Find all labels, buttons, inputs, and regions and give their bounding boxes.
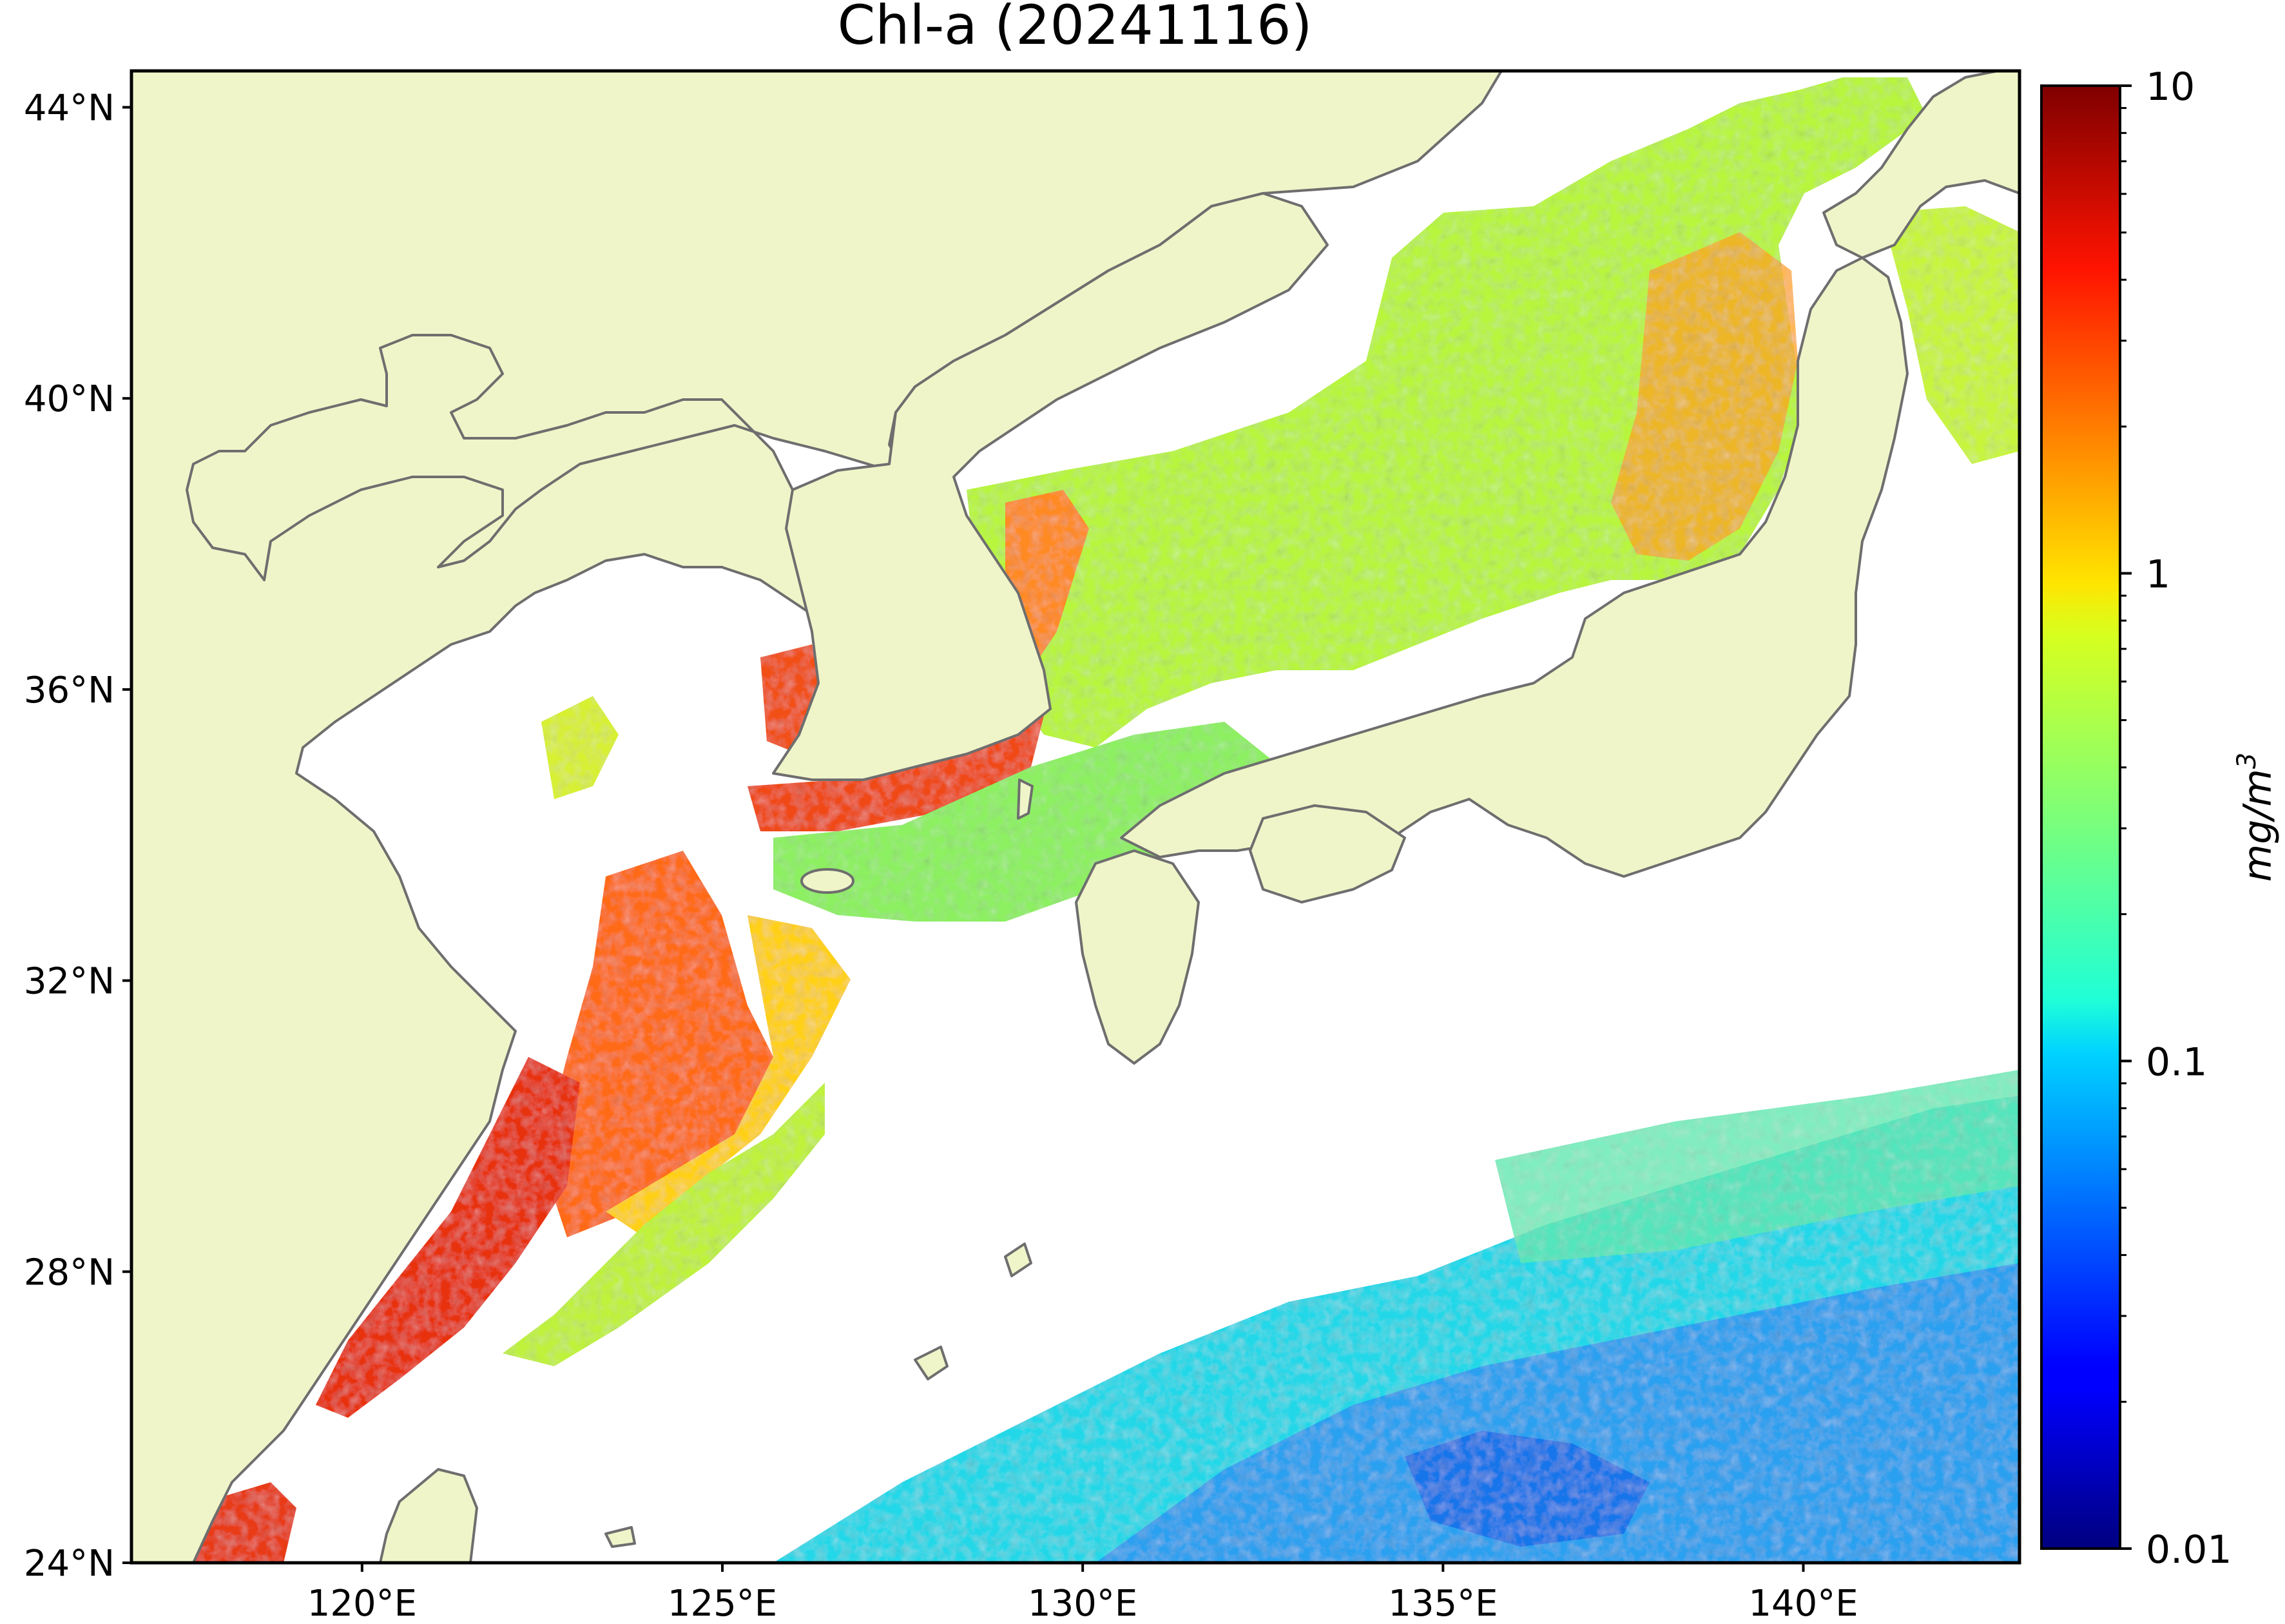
chl-region-yangtze-plume xyxy=(541,851,773,1237)
colorbar-unit-exponent: 3 xyxy=(2232,753,2262,769)
chl-region-ecs-yellow xyxy=(606,915,851,1237)
colorbar-tick-label: 10 xyxy=(2146,64,2195,110)
colorbar-tick-label: 0.1 xyxy=(2146,1039,2207,1085)
land-taiwan xyxy=(379,1468,478,1563)
lat-tick-label: 40°N xyxy=(24,378,115,420)
lat-tick-label: 36°N xyxy=(24,670,115,711)
chl-region-korea-strait xyxy=(773,722,1289,922)
colorbar-tick-label: 0.01 xyxy=(2146,1527,2232,1572)
colorbar-unit-label: mg/m3 xyxy=(2232,753,2280,882)
land-ishigaki xyxy=(604,1526,636,1548)
land-tsushima xyxy=(1017,778,1034,820)
colorbar-frame xyxy=(2040,84,2121,1550)
map-panel xyxy=(131,71,2020,1563)
land-honshu xyxy=(1120,256,1909,878)
chl-region-pacific-blue xyxy=(1095,1263,2020,1563)
chl-region-pacific-deep xyxy=(1405,1431,1650,1547)
map-frame xyxy=(130,69,2021,1565)
latitude-axis: 44°N 40°N 36°N 32°N 28°N 24°N xyxy=(24,87,131,1585)
lon-tick-label: 135°E xyxy=(1388,1583,1498,1624)
chl-region-ecs-green xyxy=(503,1083,825,1366)
land-amami-okinawa xyxy=(1004,1242,1032,1277)
lon-tick-label: 120°E xyxy=(307,1583,417,1624)
land-jeju-island xyxy=(800,868,854,894)
longitude-axis: 120°E 125°E 130°E 135°E 140°E xyxy=(307,1563,1858,1624)
lat-tick-label: 44°N xyxy=(24,87,115,129)
lon-tick-label: 125°E xyxy=(668,1583,777,1624)
colorbar: 10 1 0.1 0.01 mg/m3 xyxy=(2040,64,2280,1572)
lon-tick-label: 140°E xyxy=(1748,1583,1858,1624)
land-hokkaido xyxy=(1822,71,2020,259)
land-kyushu xyxy=(1075,849,1200,1065)
land-asian-mainland xyxy=(131,71,1503,1563)
lat-tick-label: 24°N xyxy=(24,1543,115,1585)
chl-region-yellow-sea-patch xyxy=(541,696,619,799)
chl-region-tsugaru xyxy=(1882,206,2020,464)
lat-tick-label: 28°N xyxy=(24,1252,115,1293)
land-layer xyxy=(131,71,2020,1563)
colorbar-ticks: 10 1 0.1 0.01 xyxy=(2120,64,2232,1572)
chl-region-china-coast xyxy=(316,1057,580,1418)
land-shikoku xyxy=(1249,804,1406,904)
lat-tick-label: 32°N xyxy=(24,961,115,1003)
chl-region-pacific-green-band xyxy=(1495,1070,2020,1263)
figure-title: Chl-a (20241116) xyxy=(838,0,1313,57)
colorbar-tick-label: 1 xyxy=(2146,552,2170,597)
lon-tick-label: 130°E xyxy=(1028,1583,1137,1624)
land-okinawa xyxy=(914,1346,949,1380)
chlorophyll-data-layer xyxy=(193,77,2020,1563)
colorbar-gradient xyxy=(2041,86,2120,1549)
chl-region-east-sea-orange xyxy=(1611,232,1798,561)
land-korean-peninsula xyxy=(772,192,1329,781)
